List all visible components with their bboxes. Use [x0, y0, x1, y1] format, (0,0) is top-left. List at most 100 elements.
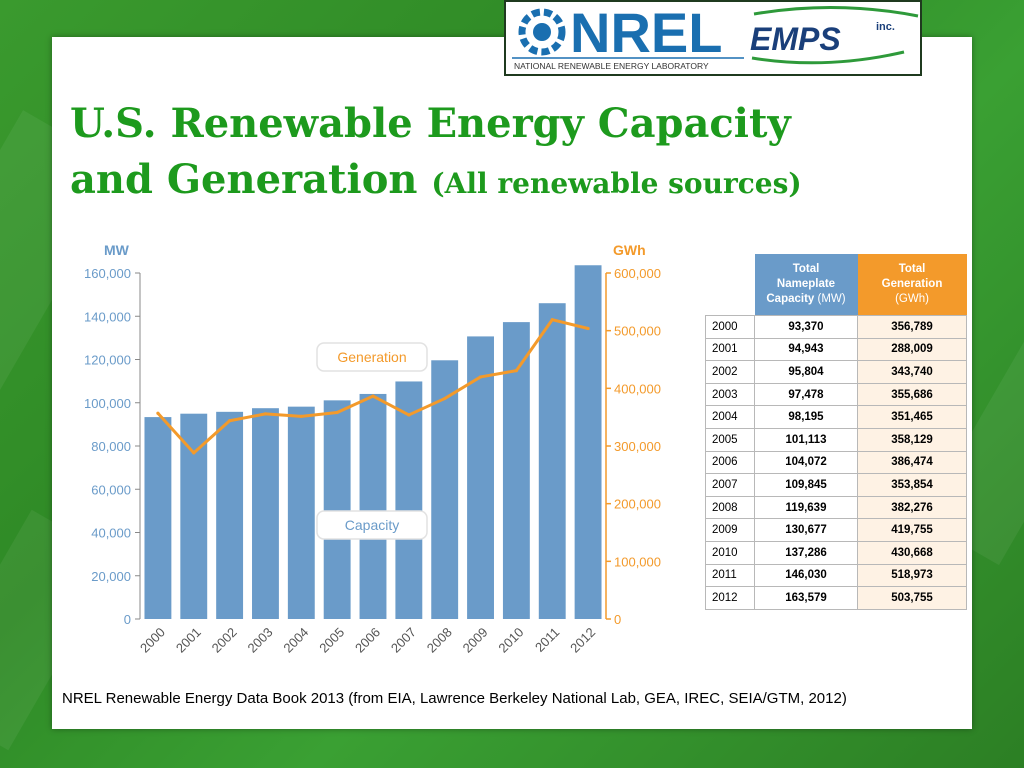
- emps-wordmark: EMPS: [750, 21, 841, 57]
- row-generation: 351,465: [857, 405, 967, 429]
- capacity-bar: [144, 417, 172, 619]
- capacity-bar: [287, 406, 315, 619]
- x-tick-label: 2003: [245, 625, 276, 656]
- row-generation: 358,129: [857, 427, 967, 452]
- table-row: 2002 95,804 343,740: [705, 360, 967, 384]
- header-generation-line2: Generation: [881, 278, 943, 290]
- capacity-bar: [467, 336, 494, 619]
- row-year: 2010: [705, 540, 755, 565]
- header-capacity-line2: Nameplate: [776, 278, 836, 290]
- nrel-sun-icon: [518, 8, 566, 56]
- title-line-2: and Generation (All renewable sources): [70, 152, 950, 212]
- y-right-tick-label: 300,000: [614, 439, 661, 454]
- title-line-1: U.S. Renewable Energy Capacity: [70, 100, 791, 147]
- header-capacity: Total Nameplate Capacity (MW): [754, 254, 858, 316]
- table-row: 2000 93,370 356,789: [705, 315, 967, 339]
- row-generation: 419,755: [857, 518, 967, 542]
- generation-point: [228, 419, 232, 423]
- table-row: 2011 146,030 518,973: [705, 563, 967, 588]
- generation-point: [263, 412, 268, 416]
- table-row: 2001 94,943 288,009: [705, 337, 967, 362]
- capacity-bar: [359, 393, 387, 619]
- y-left-tick-label: 120,000: [84, 353, 131, 368]
- row-capacity: 97,478: [754, 382, 858, 407]
- table-row: 2009 130,677 419,755: [705, 518, 967, 542]
- table-row: 2006 104,072 386,474: [705, 450, 967, 475]
- table-row: 2012 163,579 503,755: [705, 586, 967, 610]
- slide-title: U.S. Renewable Energy Capacity and Gener…: [70, 96, 950, 212]
- capacity-bar: [574, 265, 602, 619]
- y-right-tick-label: 500,000: [614, 324, 661, 339]
- row-generation: 518,973: [857, 563, 967, 588]
- x-tick-label: 2000: [137, 625, 168, 656]
- row-generation: 355,686: [857, 382, 967, 407]
- capacity-bar: [538, 303, 566, 619]
- y-right-tick-label: 0: [614, 612, 621, 627]
- x-tick-label: 2009: [460, 625, 491, 656]
- row-capacity: 94,943: [754, 337, 858, 362]
- table-header-row: Total Nameplate Capacity (MW) Total Gene…: [706, 254, 967, 316]
- generation-point: [550, 318, 554, 322]
- row-capacity: 137,286: [754, 540, 858, 565]
- y-right-label: GWh: [613, 242, 646, 258]
- capacity-bar: [395, 381, 423, 619]
- logo-graphic: NREL NATIONAL RENEWABLE ENERGY LABORATOR…: [512, 1, 919, 71]
- row-capacity: 163,579: [754, 586, 858, 610]
- row-generation: 430,668: [857, 540, 967, 565]
- y-left-tick-label: 140,000: [84, 309, 131, 324]
- y-right-tick-label: 400,000: [614, 381, 661, 396]
- row-year: 2001: [705, 337, 755, 362]
- emps-inc: inc.: [876, 21, 895, 33]
- capacity-generation-table: Total Nameplate Capacity (MW) Total Gene…: [705, 254, 967, 610]
- row-capacity: 119,639: [754, 495, 858, 520]
- capacity-bar: [216, 411, 244, 619]
- capacity-bar: [502, 322, 530, 619]
- row-year: 2007: [705, 473, 755, 497]
- y-left-tick-label: 160,000: [84, 266, 131, 281]
- table-row: 2008 119,639 382,276: [705, 495, 967, 520]
- capacity-bar: [252, 408, 279, 619]
- row-year: 2005: [705, 427, 755, 452]
- nrel-wordmark: NREL: [570, 2, 722, 64]
- y-left-tick-label: 60,000: [91, 482, 131, 497]
- generation-point: [407, 413, 411, 417]
- row-capacity: 146,030: [754, 563, 858, 588]
- capacity-callout: Capacity: [345, 517, 399, 533]
- x-tick-label: 2006: [352, 625, 383, 656]
- nrel-subtitle: NATIONAL RENEWABLE ENERGY LABORATORY: [514, 61, 709, 71]
- x-tick-label: 2007: [388, 625, 419, 656]
- row-generation: 503,755: [857, 586, 967, 610]
- row-generation: 386,474: [857, 450, 967, 475]
- header-generation-unit: (GWh): [895, 293, 929, 305]
- x-tick-label: 2011: [532, 625, 562, 655]
- generation-point: [586, 326, 590, 331]
- y-right-tick-label: 100,000: [614, 554, 661, 569]
- row-year: 2012: [705, 586, 755, 610]
- x-tick-label: 2005: [316, 625, 347, 656]
- x-tick-label: 2010: [495, 625, 526, 656]
- header-capacity-line3: Capacity: [766, 293, 815, 305]
- capacity-callout-box: [316, 510, 428, 540]
- generation-point: [443, 396, 447, 401]
- row-year: 2009: [705, 518, 755, 542]
- row-capacity: 101,113: [754, 427, 858, 452]
- title-line-2-main: and Generation: [70, 156, 418, 203]
- capacity-bar: [323, 400, 351, 619]
- header-capacity-unit: (MW): [817, 293, 846, 305]
- row-year: 2002: [705, 360, 755, 384]
- row-capacity: 130,677: [754, 518, 858, 542]
- x-tick-label: 2004: [280, 625, 311, 656]
- row-generation: 288,009: [857, 337, 967, 362]
- y-left-label: MW: [104, 242, 130, 258]
- table-row: 2005 101,113 358,129: [705, 427, 967, 452]
- capacity-generation-chart: MW GWh 0 20,000 40,000 60,000 80,000 100,000 120…: [84, 242, 661, 656]
- generation-point: [192, 451, 196, 455]
- row-generation: 343,740: [857, 360, 967, 384]
- y-right-tick-label: 200,000: [614, 497, 661, 512]
- header-capacity-line1: Total: [792, 263, 820, 275]
- row-year: 2003: [705, 382, 755, 407]
- row-capacity: 109,845: [754, 473, 858, 497]
- y-left-tick-label: 80,000: [91, 439, 131, 454]
- x-tick-label: 2001: [173, 625, 204, 656]
- header-generation-line1: Total: [898, 263, 926, 275]
